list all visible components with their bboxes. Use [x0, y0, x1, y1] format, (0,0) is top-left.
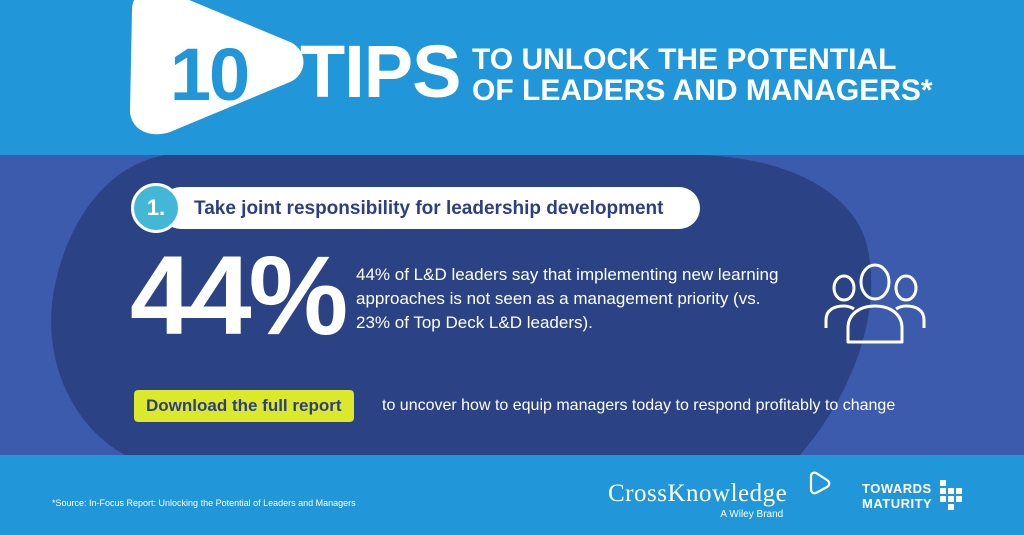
- footer-band: [0, 455, 1024, 535]
- tip-title-pill: [160, 187, 700, 229]
- stat-description: 44% of L&D leaders say that implementing…: [356, 265, 779, 332]
- crossknowledge-logo[interactable]: CrossKnowledge A Wiley Brand: [608, 480, 788, 520]
- towards-maturity-line1: TOWARDS: [862, 481, 932, 496]
- crossknowledge-name: CrossKnowledge: [608, 480, 788, 507]
- crossknowledge-tagline: A Wiley Brand: [720, 509, 784, 520]
- triangle-badge-icon: [130, 0, 304, 135]
- towards-maturity-mark-icon: [940, 480, 962, 510]
- crossknowledge-mark-icon: [809, 471, 831, 495]
- tip-title: Take joint responsibility for leadership…: [194, 198, 664, 219]
- tip-number-badge: 1.: [131, 183, 181, 233]
- cta-text: to uncover how to equip managers today t…: [382, 397, 896, 414]
- tips-word: TIPS: [300, 30, 461, 113]
- background-blob: [51, 155, 872, 455]
- towards-maturity-line2: MATURITY: [862, 496, 933, 511]
- towards-maturity-logo[interactable]: TOWARDS MATURITY: [862, 481, 932, 511]
- header-subtitle: TO UNLOCK THE POTENTIAL OF LEADERS AND M…: [472, 44, 933, 106]
- tips-number: 10: [169, 33, 250, 116]
- header-subtitle-line2: OF LEADERS AND MANAGERS*: [472, 74, 933, 107]
- download-report-button[interactable]: Download the full report: [134, 390, 354, 422]
- big-stat: 44%: [130, 233, 348, 358]
- header-subtitle-line1: TO UNLOCK THE POTENTIAL: [472, 43, 897, 76]
- source-note: *Source: In-Focus Report: Unlocking the …: [52, 498, 356, 508]
- people-group-icon: [824, 263, 926, 344]
